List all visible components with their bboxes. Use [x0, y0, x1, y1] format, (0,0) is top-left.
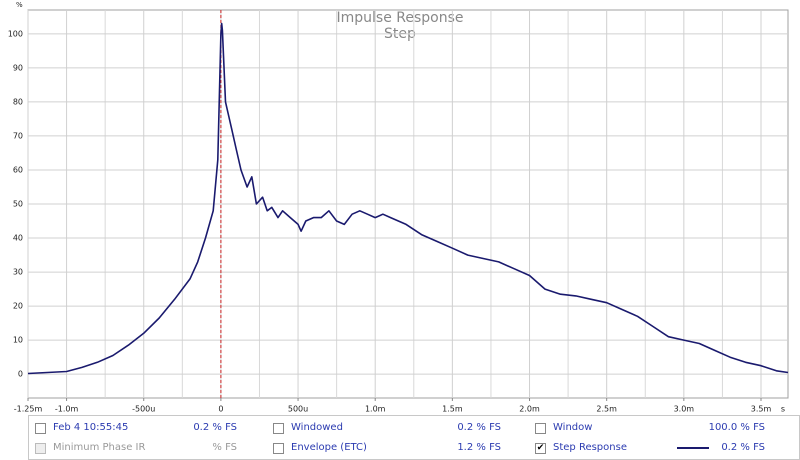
y-tick-label: 70	[13, 131, 23, 140]
y-tick-label: 60	[13, 165, 23, 174]
y-tick-label: 90	[13, 63, 23, 72]
legend-item: Feb 4 10:55:45	[35, 420, 265, 436]
legend-label: Minimum Phase IR	[53, 442, 146, 453]
checkbox[interactable]	[273, 443, 284, 454]
legend-label[interactable]: Windowed	[291, 422, 343, 433]
legend-value: 0.2 % FS	[193, 422, 237, 433]
y-tick-label: 20	[13, 302, 23, 311]
x-tick-label: 1.5m	[442, 405, 463, 414]
legend-label[interactable]: Step Response	[553, 442, 627, 453]
y-tick-label: 30	[13, 268, 23, 277]
legend-item: Minimum Phase IR	[35, 440, 265, 456]
legend-label[interactable]: Window	[553, 422, 593, 433]
x-tick-label: 3.5m	[751, 405, 772, 414]
x-unit: s	[781, 405, 785, 414]
chart: Impulse Response Step % s -1.25m -1.0m -50…	[8, 1, 789, 414]
legend-value: 1.2 % FS	[457, 442, 501, 453]
series-line	[27, 22, 789, 375]
checkbox[interactable]	[535, 423, 546, 434]
legend-label[interactable]: Envelope (ETC)	[291, 442, 367, 453]
x-tick-label: -1.0m	[55, 405, 79, 414]
y-tick-label: 80	[13, 97, 23, 106]
legend-value: % FS	[212, 442, 237, 453]
legend-value: 100.0 % FS	[708, 422, 765, 433]
legend-item: Envelope (ETC)	[273, 440, 503, 456]
x-tick-label: -1.25m	[14, 405, 43, 414]
y-tick-label: 0	[18, 370, 23, 379]
legend-item: Windowed	[273, 420, 503, 436]
x-tick-label: 500u	[288, 405, 308, 414]
x-tick-label: -500u	[132, 405, 155, 414]
chart-title: Impulse Response	[336, 10, 463, 26]
x-tick-label: 2.5m	[596, 405, 617, 414]
legend-item: Window	[535, 420, 765, 436]
x-tick-label: 1.0m	[365, 405, 386, 414]
legend-value: 0.2 % FS	[457, 422, 501, 433]
checkbox	[35, 443, 46, 454]
legend-label[interactable]: Feb 4 10:55:45	[53, 422, 129, 433]
legend-item: ✔ Step Response	[535, 440, 765, 456]
checkbox[interactable]	[273, 423, 284, 434]
legend-value: 0.2 % FS	[721, 442, 765, 453]
legend-panel: Feb 4 10:55:45 0.2 % FS Windowed 0.2 % FS Wi…	[28, 415, 800, 460]
y-tick-label: 100	[8, 29, 23, 38]
x-tick-label: 3.0m	[674, 405, 695, 414]
x-tick-label: 0	[218, 405, 223, 414]
legend-line-sample	[677, 447, 709, 449]
checkbox[interactable]	[35, 423, 46, 434]
y-tick-label: 40	[13, 234, 23, 243]
y-tick-label: 10	[13, 336, 23, 345]
checkbox[interactable]: ✔	[535, 443, 546, 454]
y-unit: %	[16, 1, 23, 9]
y-tick-label: 50	[13, 200, 23, 209]
x-tick-label: 2.0m	[519, 405, 540, 414]
